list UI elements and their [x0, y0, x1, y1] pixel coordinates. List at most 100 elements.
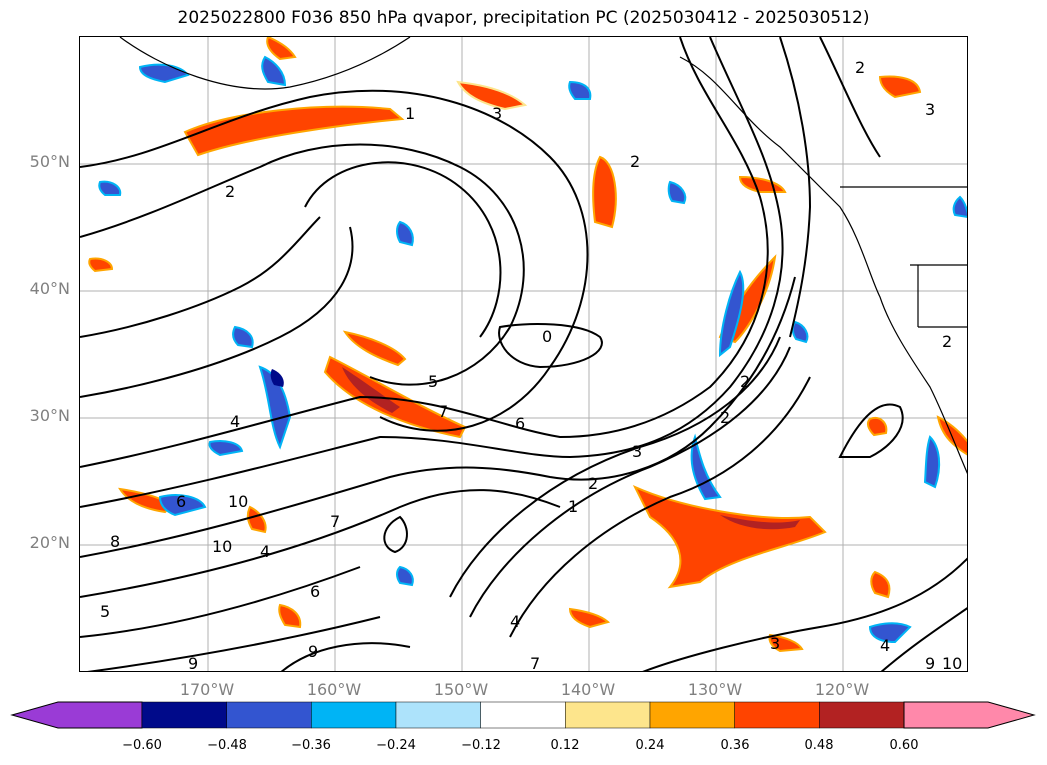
contour-label: 4: [880, 636, 890, 655]
precip-area: [952, 195, 967, 218]
contour-label: 9: [925, 654, 935, 672]
map-canvas: 1 3 2 2 2 3 2 4 0 2 2 5 3 4 6 7 10 6 8 1…: [80, 37, 967, 672]
precip-area: [667, 180, 687, 205]
precip-area: [138, 63, 190, 84]
contour-label: 3: [492, 104, 502, 123]
contour-label: 1: [568, 497, 578, 516]
precip-area: [936, 415, 967, 456]
precip-area: [690, 433, 722, 501]
precip-area: [720, 515, 800, 530]
contour-label: 5: [100, 602, 110, 621]
contour-line: [80, 37, 769, 468]
contour-line: [80, 566, 361, 638]
contour-label: 3: [925, 100, 935, 119]
contour-line: [642, 557, 967, 671]
colorbar-tick: −0.48: [207, 738, 247, 753]
precip-area: [396, 565, 414, 587]
colorbar-tick: −0.36: [291, 738, 331, 753]
coastlines: [119, 37, 967, 474]
contour-label: 3: [632, 442, 642, 461]
contour-label: 7: [438, 402, 448, 421]
colorbar-segment: [649, 701, 735, 729]
contour-label: 6: [515, 414, 525, 433]
map-title: 2025022800 F036 850 hPa qvapor, precipit…: [177, 8, 870, 28]
precip-area: [868, 622, 912, 644]
colorbar-tick: −0.60: [122, 738, 162, 753]
contour-label: 2: [942, 332, 952, 351]
colorbar-tick: −0.24: [376, 738, 416, 753]
precip-area: [88, 257, 114, 273]
colorbar: [10, 701, 1036, 729]
qvapor-contours: [80, 37, 967, 671]
colorbar-segment: [226, 701, 312, 729]
precip-area: [246, 505, 267, 534]
lat-label-20n: 20°N: [29, 533, 70, 552]
contour-label: 3: [770, 634, 780, 653]
colorbar-segment: [395, 701, 481, 729]
colorbar-segment: [734, 701, 820, 729]
precip-area: [592, 155, 617, 229]
contour-label: 6: [310, 582, 320, 601]
contour-label-group: 1 3 2 2 2 3 2 4 0 2 2 5 3 4 6 7 10 6 8 1…: [100, 58, 962, 672]
contour-line: [80, 37, 784, 508]
precip-area: [870, 570, 891, 599]
contour-label: 7: [530, 654, 540, 672]
coastline: [679, 56, 967, 474]
precip-area: [568, 607, 611, 629]
lat-label-30n: 30°N: [29, 406, 70, 425]
precip-area: [396, 220, 414, 247]
contour-label: 10: [212, 537, 232, 556]
contour-line: [87, 616, 381, 671]
contour-line: [819, 37, 881, 158]
precip-area: [768, 633, 804, 653]
colorbar-extend-low: [10, 701, 143, 729]
contour-label: 0: [542, 327, 552, 346]
contour-line: [449, 336, 781, 598]
contour-line: [80, 143, 525, 386]
colorbar-tick: 0.60: [889, 738, 919, 753]
contour-line: [498, 323, 603, 369]
precip-area: [278, 603, 302, 629]
colorbar-extend-high: [903, 701, 1036, 729]
map-panel: 1 3 2 2 2 3 2 4 0 2 2 5 3 4 6 7 10 6 8 1…: [79, 36, 968, 672]
colorbar-tick: 0.48: [804, 738, 834, 753]
contour-label: 9: [308, 642, 318, 661]
lon-label-120w: 120°W: [814, 680, 870, 699]
lon-label-150w: 150°W: [433, 680, 489, 699]
contour-line: [469, 346, 791, 618]
contour-label: 2: [855, 58, 865, 77]
precip-area: [923, 435, 941, 489]
contour-label: 2: [720, 408, 730, 427]
colorbar-segment: [819, 701, 905, 729]
lon-label-140w: 140°W: [560, 680, 616, 699]
colorbar-segment: [480, 701, 566, 729]
contour-line: [880, 607, 967, 671]
contour-label: 1: [405, 104, 415, 123]
colorbar-segment: [565, 701, 651, 729]
colorbar-tick: 0.12: [550, 738, 580, 753]
lon-label-130w: 130°W: [687, 680, 743, 699]
contour-label: 9: [188, 654, 198, 672]
colorbar-tick: −0.12: [461, 738, 501, 753]
contour-line: [509, 376, 811, 638]
precip-area: [208, 440, 244, 457]
contour-line: [80, 489, 561, 598]
colorbar-tick: 0.24: [635, 738, 665, 753]
contour-line: [779, 37, 812, 338]
contour-label: 2: [630, 152, 640, 171]
colorbar-segment: [311, 701, 397, 729]
precip-area: [261, 55, 287, 87]
precip-area: [791, 320, 809, 344]
contour-label: 4: [230, 412, 240, 431]
precip-area: [456, 80, 528, 111]
contour-line: [80, 226, 354, 398]
contour-line: [80, 216, 321, 338]
lat-label-40n: 40°N: [29, 279, 70, 298]
precip-area: [718, 269, 745, 358]
precip-area: [738, 175, 787, 193]
precip-area: [183, 105, 405, 157]
contour-label: 6: [176, 492, 186, 511]
precip-area: [158, 494, 207, 517]
contour-label: 8: [110, 532, 120, 551]
precip-area: [266, 37, 297, 61]
